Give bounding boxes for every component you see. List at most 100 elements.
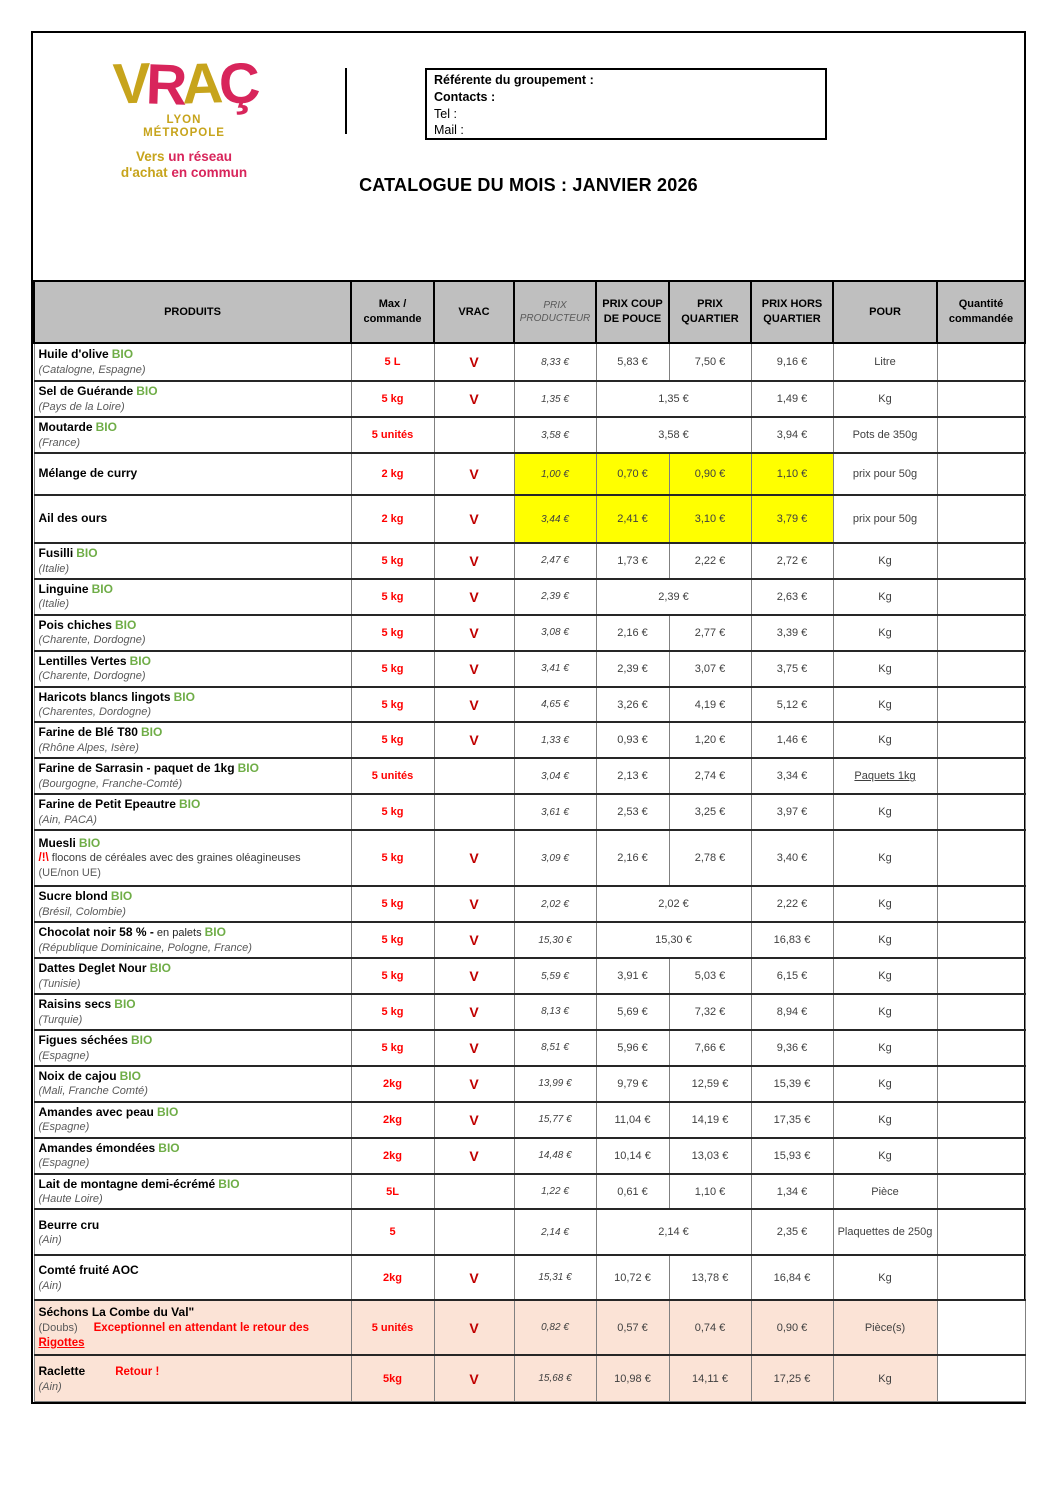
table-row: Noix de cajou BIO (Mali, Franche Comté) 2k… (33, 1064, 1026, 1103)
quantity-cell[interactable] (936, 1354, 1026, 1402)
price-coup-cell: 9,79 € (595, 1064, 670, 1103)
quantity-cell[interactable] (936, 1208, 1026, 1256)
quantity-cell[interactable] (936, 1100, 1026, 1139)
quantity-cell[interactable] (936, 452, 1026, 496)
quantity-cell[interactable] (936, 1254, 1026, 1301)
price-quartier-cell: 0,74 € (668, 1299, 752, 1356)
product-origin-line: (Espagne) (39, 1049, 347, 1063)
price-hors-quartier-cell: 17,25 € (750, 1354, 834, 1402)
tagline-segment: Vers (135, 148, 169, 164)
product-name-line: Amandes avec peau BIO (39, 1105, 347, 1121)
product-cell: Muesli BIO/!\ flocons de céréales avec d… (33, 829, 352, 887)
bio-badge: BIO (111, 347, 134, 362)
product-name-line: Dattes Deglet Nour BIO (39, 961, 347, 977)
price-hors-quartier-cell: 3,94 € (750, 416, 834, 454)
price-quartier-cell: 12,59 € (668, 1064, 752, 1103)
header-cell: POUR (832, 280, 938, 344)
price-hors-quartier-cell: 2,22 € (750, 885, 834, 923)
page-header: VRAÇ LYON MÉTROPOLE Vers un réseau d'acha… (33, 33, 1024, 280)
max-order-cell: 2kg (350, 1064, 435, 1103)
quantity-cell[interactable] (936, 342, 1026, 382)
price-coup-cell: 0,70 € (595, 452, 670, 496)
max-order-cell: 5 kg (350, 885, 435, 923)
quantity-cell[interactable] (936, 494, 1026, 544)
bio-badge: BIO (218, 1176, 240, 1191)
product-name: Chocolat noir 58 % - (38, 925, 154, 940)
vrac-cell: V (433, 829, 515, 887)
product-origin: (Espagne) (38, 1049, 90, 1062)
product-origin: (Pays de la Loire) (38, 400, 125, 413)
price-hors-quartier-cell: 2,35 € (750, 1208, 834, 1256)
pour-cell: Kg (832, 1254, 938, 1301)
quantity-cell[interactable] (936, 829, 1026, 887)
quantity-cell[interactable] (936, 793, 1026, 831)
quantity-cell[interactable] (936, 993, 1026, 1031)
quantity-cell[interactable] (936, 1064, 1026, 1103)
product-origin-line: (Rhône Alpes, Isère) (39, 741, 347, 755)
price-quartier-cell: 13,03 € (668, 1136, 752, 1175)
product-origin: (Tunisie) (38, 977, 81, 990)
product-name: Muesli (38, 835, 76, 850)
product-warning-line: /!\ flocons de céréales avec des graines… (39, 851, 347, 866)
product-origin-line: (Turquie) (39, 1013, 347, 1027)
pour-cell: Kg (832, 649, 938, 688)
price-producteur-cell: 5,59 € (513, 957, 597, 995)
price-coup-cell: 0,61 € (595, 1172, 670, 1210)
product-name: Comté fruité AOC (38, 1263, 139, 1278)
quantity-cell[interactable] (936, 721, 1026, 759)
table-row: Fusilli BIO (Italie) 5 kg V 2,47 €1,73 €2,22… (33, 542, 1026, 580)
quantity-cell[interactable] (936, 1136, 1026, 1175)
quantity-cell[interactable] (936, 380, 1026, 418)
quantity-cell[interactable] (936, 577, 1026, 616)
quantity-cell[interactable] (936, 416, 1026, 454)
product-name: Amandes émondées (38, 1140, 156, 1155)
quantity-cell[interactable] (936, 1028, 1026, 1067)
logo-letter: A (181, 51, 220, 117)
product-name-line: Muesli BIO (39, 836, 347, 852)
pour-cell: Kg (832, 613, 938, 652)
pour-cell: Kg (832, 993, 938, 1031)
quantity-cell[interactable] (936, 885, 1026, 923)
contact-referent-label: Référente du groupement : (434, 73, 594, 87)
price-producteur-cell: 3,41 € (513, 649, 597, 688)
product-cell: Fusilli BIO (Italie) (33, 542, 352, 580)
vrac-cell: V (433, 542, 515, 580)
table-row: Farine de Petit Epeautre BIO (Ain, PACA) 5… (33, 793, 1026, 831)
price-coup-cell: 2,53 € (595, 793, 670, 831)
product-name-line: Figues séchées BIO (39, 1033, 347, 1049)
quantity-cell[interactable] (936, 542, 1026, 580)
product-cell: Figues séchées BIO (Espagne) (33, 1028, 352, 1067)
product-name: Lentilles Vertes (38, 653, 127, 668)
vrac-cell: V (433, 649, 515, 688)
price-hors-quartier-cell: 1,10 € (750, 452, 834, 496)
quantity-cell[interactable] (936, 685, 1026, 723)
vrac-cell: V (433, 452, 515, 496)
price-coup-cell: 2,16 € (595, 613, 670, 652)
tagline-line: d'achat en commun (78, 165, 290, 181)
vrac-cell: V (433, 342, 515, 382)
price-quartier-cell: 2,77 € (668, 613, 752, 652)
pour-cell: Kg (832, 685, 938, 723)
product-name-line: Lait de montagne demi-écrémé BIO (39, 1177, 347, 1193)
quantity-cell[interactable] (936, 649, 1026, 688)
quantity-cell[interactable] (936, 757, 1026, 795)
quantity-cell[interactable] (936, 613, 1026, 652)
bio-badge: BIO (129, 653, 151, 668)
product-cell: Noix de cajou BIO (Mali, Franche Comté) (33, 1064, 352, 1103)
quantity-cell[interactable] (936, 957, 1026, 995)
pour-cell: Kg (832, 885, 938, 923)
quantity-cell[interactable] (936, 1299, 1026, 1356)
pour-cell: Kg (832, 1064, 938, 1103)
product-name-line: Séchons La Combe du Val" (39, 1305, 347, 1321)
max-order-cell: 5 unités (350, 1299, 435, 1356)
product-cell: Farine de Blé T80 BIO (Rhône Alpes, Isère… (33, 721, 352, 759)
max-order-cell: 5 kg (350, 721, 435, 759)
product-name-line: Chocolat noir 58 % - en palets BIO (39, 925, 347, 941)
bio-badge: BIO (95, 420, 117, 435)
quantity-cell[interactable] (936, 921, 1026, 959)
product-name-line: Noix de cajou BIO (39, 1069, 347, 1085)
quantity-cell[interactable] (936, 1172, 1026, 1210)
price-hors-quartier-cell: 0,90 € (750, 1299, 834, 1356)
product-name: Sucre blond (38, 889, 108, 904)
price-producteur-cell: 2,39 € (513, 577, 597, 616)
